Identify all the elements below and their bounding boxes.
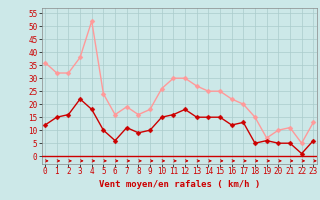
X-axis label: Vent moyen/en rafales ( km/h ): Vent moyen/en rafales ( km/h ) (99, 180, 260, 189)
